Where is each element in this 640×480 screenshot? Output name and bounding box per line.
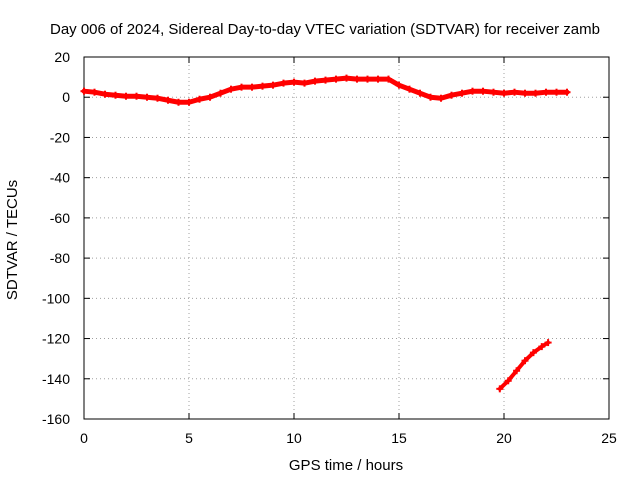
- data-point: [112, 91, 119, 99]
- data-point: [521, 89, 529, 97]
- data-point: [406, 85, 413, 93]
- x-tick-label: 15: [391, 430, 407, 446]
- y-tick-label: -160: [42, 411, 70, 427]
- data-point: [206, 93, 214, 101]
- grid: [84, 57, 609, 419]
- data-point: [553, 88, 560, 96]
- data-point: [101, 90, 109, 98]
- x-tick-label: 0: [80, 430, 88, 446]
- data-point: [427, 93, 434, 101]
- data-point: [353, 75, 361, 83]
- y-tick-label: 20: [54, 49, 70, 65]
- x-tick-label: 20: [496, 430, 512, 446]
- data-point: [238, 83, 245, 91]
- data-point: [280, 79, 287, 87]
- data-point: [248, 83, 256, 91]
- data-point: [122, 92, 130, 100]
- y-tick-label: -40: [50, 170, 70, 186]
- data-point: [259, 82, 266, 90]
- data-point: [175, 98, 182, 106]
- data-point: [332, 75, 340, 83]
- data-point: [521, 357, 529, 365]
- data-point: [217, 89, 224, 97]
- data-point: [301, 79, 308, 87]
- data-point: [513, 367, 521, 375]
- y-axis-label: SDTVAR / TECUs: [4, 180, 21, 300]
- y-tick-label: -60: [50, 210, 70, 226]
- data-point: [532, 89, 539, 97]
- data-point: [496, 385, 504, 393]
- data-point: [164, 96, 172, 104]
- data-point: [529, 349, 537, 357]
- y-tick-label: 0: [62, 89, 70, 105]
- data-point: [469, 87, 476, 95]
- data-point: [374, 75, 382, 83]
- y-tick-label: -20: [50, 129, 70, 145]
- data-point: [490, 88, 497, 96]
- data-point: [269, 81, 277, 89]
- x-tick-label: 25: [601, 430, 617, 446]
- data-point: [290, 78, 298, 86]
- data-point: [311, 77, 319, 85]
- axis-ticks: 0 5 10 15 20 25 20 0 -20 -40 -60 -80 -100 -120 -140 -16…: [42, 49, 617, 446]
- data-point: [563, 88, 571, 96]
- data-point: [479, 87, 487, 95]
- data-point: [437, 94, 445, 102]
- data-point: [364, 75, 371, 83]
- y-tick-label: -140: [42, 371, 70, 387]
- data-marks: [80, 74, 571, 393]
- data-point: [227, 85, 235, 93]
- data-point: [538, 343, 546, 351]
- data-point: [322, 76, 329, 84]
- x-tick-label: 5: [185, 430, 193, 446]
- data-point: [154, 94, 161, 102]
- data-point: [80, 87, 88, 95]
- data-point: [416, 89, 424, 97]
- y-tick-label: -80: [50, 250, 70, 266]
- data-point: [448, 91, 455, 99]
- data-point: [385, 75, 392, 83]
- data-point: [133, 92, 140, 100]
- data-point: [504, 377, 512, 385]
- data-point: [343, 74, 350, 82]
- data-point: [458, 89, 466, 97]
- x-axis-label: GPS time / hours: [289, 457, 403, 474]
- plot-frame: [83, 56, 610, 420]
- y-tick-label: -100: [42, 290, 70, 306]
- y-tick-label: -120: [42, 331, 70, 347]
- data-point: [91, 88, 98, 96]
- chart-title: Day 006 of 2024, Sidereal Day-to-day VTE…: [50, 21, 600, 38]
- data-point: [542, 88, 550, 96]
- data-point: [196, 95, 203, 103]
- data-point: [544, 339, 552, 347]
- data-point: [395, 81, 403, 89]
- data-point: [143, 93, 151, 101]
- data-point: [500, 89, 508, 97]
- x-tick-label: 10: [286, 430, 302, 446]
- data-point: [511, 88, 518, 96]
- data-point: [185, 98, 193, 106]
